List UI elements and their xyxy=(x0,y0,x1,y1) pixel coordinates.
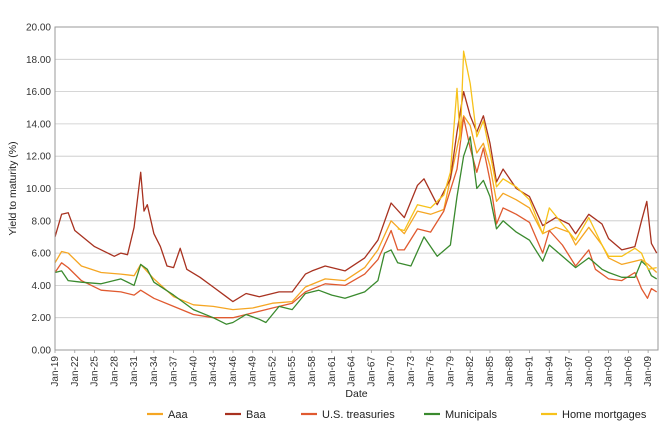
x-tick-label: Jan-88 xyxy=(505,356,516,387)
x-tick-label: Jan-94 xyxy=(544,356,555,387)
gridlines xyxy=(55,26,658,351)
y-tick-label: 6.00 xyxy=(32,249,52,260)
x-tick-label: Jan-55 xyxy=(287,356,298,387)
y-tick-label: 0.00 xyxy=(32,346,52,357)
x-axis-ticks: Jan-19 Jan-22 Jan-25 Jan-28 Jan-31 Jan-34 Jan-… xyxy=(50,350,654,387)
y-tick-label: 18.00 xyxy=(26,55,51,66)
y-tick-label: 16.00 xyxy=(26,87,51,98)
legend-label: U.S. treasuries xyxy=(322,409,395,421)
x-tick-label: Jan-43 xyxy=(208,356,219,387)
y-tick-label: 14.00 xyxy=(26,119,51,130)
x-tick-label: Jan-67 xyxy=(366,356,377,387)
y-tick-label: 8.00 xyxy=(32,216,52,227)
x-tick-label: Jan-61 xyxy=(327,356,338,387)
x-tick-label: Jan-82 xyxy=(465,356,476,387)
x-tick-label: Jan-58 xyxy=(307,356,318,387)
x-tick-label: Jan-49 xyxy=(248,356,259,387)
y-tick-label: 10.00 xyxy=(26,184,51,195)
series-line-municipals xyxy=(54,136,658,325)
x-tick-label: Jan-97 xyxy=(564,356,575,387)
x-tick-label: Jan-76 xyxy=(426,356,437,387)
x-tick-label: Jan-00 xyxy=(584,356,595,387)
y-axis-ticks: 0.00 2.00 4.00 6.00 8.00 10.00 12.00 14.00 16.00… xyxy=(26,23,51,357)
x-tick-label: Jan-22 xyxy=(70,356,81,387)
legend-label: Home mortgages xyxy=(562,409,647,421)
x-tick-label: Jan-52 xyxy=(267,356,278,387)
x-tick-label: Jan-03 xyxy=(604,356,615,387)
x-tick-label: Jan-64 xyxy=(347,356,358,387)
x-tick-label: Jan-25 xyxy=(90,356,101,387)
x-tick-label: Jan-70 xyxy=(386,356,397,387)
x-tick-label: Jan-91 xyxy=(524,356,535,387)
series-lines xyxy=(54,50,658,325)
x-tick-label: Jan-06 xyxy=(623,356,634,387)
series-line-u-s-treasuries xyxy=(54,116,658,319)
x-tick-label: Jan-73 xyxy=(406,356,417,387)
y-tick-label: 2.00 xyxy=(32,313,52,324)
x-tick-label: Jan-19 xyxy=(50,356,61,387)
x-tick-label: Jan-37 xyxy=(169,356,180,387)
x-tick-label: Jan-79 xyxy=(445,356,456,387)
x-tick-label: Jan-28 xyxy=(109,356,120,387)
series-line-home-mortgages xyxy=(397,50,657,270)
x-axis-title: Date xyxy=(345,388,367,400)
y-axis-title: Yield to maturity (%) xyxy=(7,141,19,235)
legend-label: Baa xyxy=(246,409,266,421)
x-tick-label: Jan-31 xyxy=(129,356,140,387)
x-tick-label: Jan-85 xyxy=(485,356,496,387)
legend-label: Municipals xyxy=(445,409,497,421)
legend: Aaa Baa U.S. treasuries Municipals Home mort… xyxy=(147,409,647,421)
series-line-baa xyxy=(54,90,658,303)
series-line-aaa xyxy=(54,115,658,311)
plot-frame xyxy=(54,26,659,351)
y-tick-label: 4.00 xyxy=(32,281,52,292)
legend-label: Aaa xyxy=(168,409,188,421)
y-tick-label: 12.00 xyxy=(26,152,51,163)
y-tick-label: 20.00 xyxy=(26,23,51,34)
x-tick-label: Jan-09 xyxy=(643,356,654,387)
x-tick-label: Jan-40 xyxy=(188,356,199,387)
x-tick-label: Jan-34 xyxy=(149,356,160,387)
x-tick-label: Jan-46 xyxy=(228,356,239,387)
